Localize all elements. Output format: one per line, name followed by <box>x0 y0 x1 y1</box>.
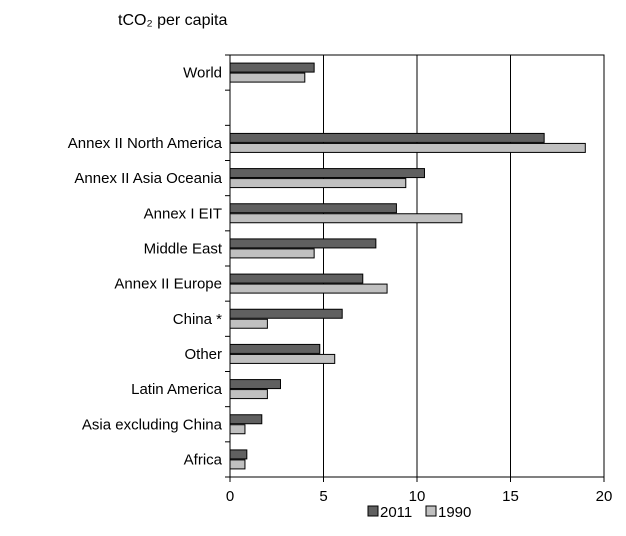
bar-1990 <box>229 283 388 294</box>
legend-swatch-1990 <box>425 505 437 517</box>
legend-swatch-2011 <box>367 505 379 517</box>
bar-1990 <box>229 213 463 224</box>
bars <box>229 62 586 470</box>
category-label: Middle East <box>144 240 223 257</box>
bar-1990 <box>229 318 268 329</box>
bar-2011 <box>229 273 364 284</box>
bar-2011 <box>229 379 281 390</box>
grid-lines <box>229 54 605 478</box>
legend-label-1990: 1990 <box>438 504 471 521</box>
bar-2011 <box>229 168 425 179</box>
bar-2011 <box>229 203 397 214</box>
category-label: Annex II North America <box>68 135 223 152</box>
bar-2011 <box>229 308 343 319</box>
x-tick-label: 10 <box>409 488 426 505</box>
x-tick-label: 20 <box>596 488 613 505</box>
bar-2011 <box>229 238 377 249</box>
category-label: Annex II Europe <box>114 276 222 293</box>
category-label: Other <box>184 346 222 363</box>
category-label: China * <box>173 311 222 328</box>
bar-2011 <box>229 449 248 460</box>
bar-1990 <box>229 178 407 189</box>
bar-1990 <box>229 459 246 470</box>
legend-label-2011: 2011 <box>380 504 412 521</box>
category-label: World <box>183 65 222 82</box>
x-tick-label: 5 <box>319 488 327 505</box>
category-label: Africa <box>184 451 223 468</box>
bar-1990 <box>229 142 586 153</box>
axes <box>225 54 605 482</box>
x-tick-label: 0 <box>226 488 234 505</box>
bar-2011 <box>229 132 545 143</box>
category-label: Latin America <box>131 381 223 398</box>
unit-label: tCO₂ per capita <box>118 12 227 29</box>
bar-1990 <box>229 72 306 83</box>
bar-2011 <box>229 414 263 425</box>
category-labels: World Annex II North America Annex II Asia… <box>68 65 223 469</box>
bar-2011 <box>229 343 321 354</box>
category-label: Annex II Asia Oceania <box>74 170 222 187</box>
bar-1990 <box>229 389 268 400</box>
x-tick-label: 15 <box>502 488 519 505</box>
bar-1990 <box>229 248 315 259</box>
bar-2011 <box>229 62 315 73</box>
bar-1990 <box>229 353 336 364</box>
legend: 2011 1990 <box>367 504 471 521</box>
bar-1990 <box>229 424 246 435</box>
category-label: Asia excluding China <box>82 416 223 433</box>
category-label: Annex I EIT <box>144 205 222 222</box>
x-tick-labels: 0 5 10 15 20 <box>226 488 613 505</box>
